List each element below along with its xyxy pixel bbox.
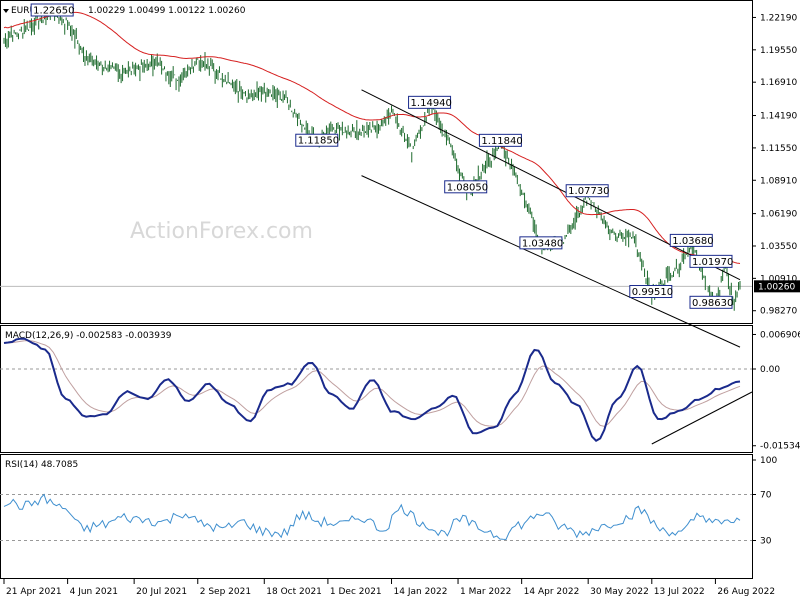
symbol-dropdown-icon[interactable] <box>3 9 9 13</box>
price-label: 1.11850 <box>298 136 339 147</box>
price-label: 1.03680 <box>672 236 713 247</box>
x-tick-label: 30 May 2022 <box>590 587 649 597</box>
macd-panel-frame <box>0 325 753 453</box>
price-label-box <box>444 180 488 194</box>
macd-title: MACD(12,26,9) -0.002583 -0.003939 <box>5 331 172 341</box>
rsi-panel-frame <box>0 454 753 579</box>
x-tick-label: 18 Oct 2021 <box>266 587 322 597</box>
price-y-tick-label: 1.16910 <box>760 78 797 88</box>
rsi-line <box>3 493 741 541</box>
current-price-badge <box>754 280 800 293</box>
price-label-box <box>408 95 452 109</box>
x-tick-label: 13 Jul 2022 <box>654 587 705 597</box>
price-label: 1.03480 <box>522 238 563 249</box>
price-y-tick-label: 1.14190 <box>760 112 797 122</box>
macd-lines <box>0 337 753 445</box>
x-tick-label: 1 Dec 2021 <box>330 587 382 597</box>
price-label: 1.01970 <box>692 257 733 268</box>
price-y-tick-label: 1.11550 <box>760 144 797 154</box>
current-price-label: 1.00260 <box>758 282 795 292</box>
rsi-title: RSI(14) 48.7085 <box>5 460 78 470</box>
price-label: 1.11840 <box>481 136 522 147</box>
moving-average-line <box>3 11 741 264</box>
macd-y-tick-label: 0.00 <box>760 365 780 375</box>
price-label-box <box>689 295 733 309</box>
x-tick-label: 2 Sep 2021 <box>200 587 251 597</box>
price-label-box <box>519 236 563 250</box>
price-label: 1.07730 <box>568 186 609 197</box>
price-labels: 1.22650 1.11850 1.14940 1.11840 1.08050 1.077… <box>30 3 733 309</box>
macd-y-tick-label: -0.015348 <box>760 442 800 452</box>
rsi-y-tick-label: 30 <box>760 537 772 547</box>
price-label: 1.22650 <box>33 6 74 17</box>
price-label-box <box>689 254 733 268</box>
price-bars <box>3 7 741 311</box>
x-tick-label: 14 Apr 2022 <box>524 587 580 597</box>
price-label-box <box>669 233 713 247</box>
price-y-tick-label: 0.98270 <box>760 307 797 317</box>
x-tick-label: 14 Jan 2022 <box>394 587 448 597</box>
macd-y-axis: 0.006906 0.00 -0.015348 <box>752 330 800 452</box>
moving-average <box>3 11 741 264</box>
watermark-text: ActionForex.com <box>130 219 313 244</box>
price-label: 1.08050 <box>447 182 488 193</box>
macd-line <box>3 337 741 442</box>
price-y-tick-label: 1.06190 <box>760 210 797 220</box>
price-y-tick-label: 1.08910 <box>760 176 797 186</box>
x-tick-label: 1 Mar 2022 <box>460 587 511 597</box>
price-y-tick-label: 1.03550 <box>760 242 797 252</box>
price-label-box <box>30 3 74 17</box>
macd-signal-line <box>3 340 741 427</box>
x-tick-label: 20 Jul 2021 <box>136 587 187 597</box>
price-label: 0.99510 <box>632 287 673 298</box>
date-x-axis: 21 Apr 2021 4 Jun 2021 20 Jul 2021 2 Sep 20… <box>3 579 775 597</box>
trend-channel <box>361 89 741 348</box>
price-label-box <box>478 133 522 147</box>
price-label: 0.98630 <box>692 298 733 309</box>
macd-trendline <box>651 391 753 445</box>
macd-y-tick-label: 0.006906 <box>760 330 800 340</box>
rsi-y-tick-label: 100 <box>760 456 777 466</box>
price-y-tick-label: 1.00910 <box>760 274 797 284</box>
price-y-tick-label: 1.19550 <box>760 46 797 56</box>
x-tick-label: 4 Jun 2021 <box>70 587 118 597</box>
rsi-lines <box>0 493 752 541</box>
price-label-box <box>565 184 609 198</box>
x-tick-label: 21 Apr 2021 <box>6 587 62 597</box>
rsi-y-axis: 100 70 30 <box>752 456 777 547</box>
price-y-axis: 1.22190 1.19550 1.16910 1.14190 1.11550 1.089… <box>752 13 800 317</box>
price-label-box <box>629 285 673 299</box>
price-y-tick-label: 1.22190 <box>760 13 797 23</box>
rsi-y-tick-label: 70 <box>760 491 772 501</box>
channel-line-upper <box>361 89 741 281</box>
price-label-box <box>295 133 339 147</box>
x-tick-label: 26 Aug 2022 <box>717 587 775 597</box>
price-label: 1.14940 <box>411 98 452 109</box>
ohlc-readout: 1.00229 1.00499 1.00122 1.00260 <box>88 6 246 16</box>
channel-line-lower <box>361 175 741 348</box>
price-panel-frame <box>0 0 753 324</box>
